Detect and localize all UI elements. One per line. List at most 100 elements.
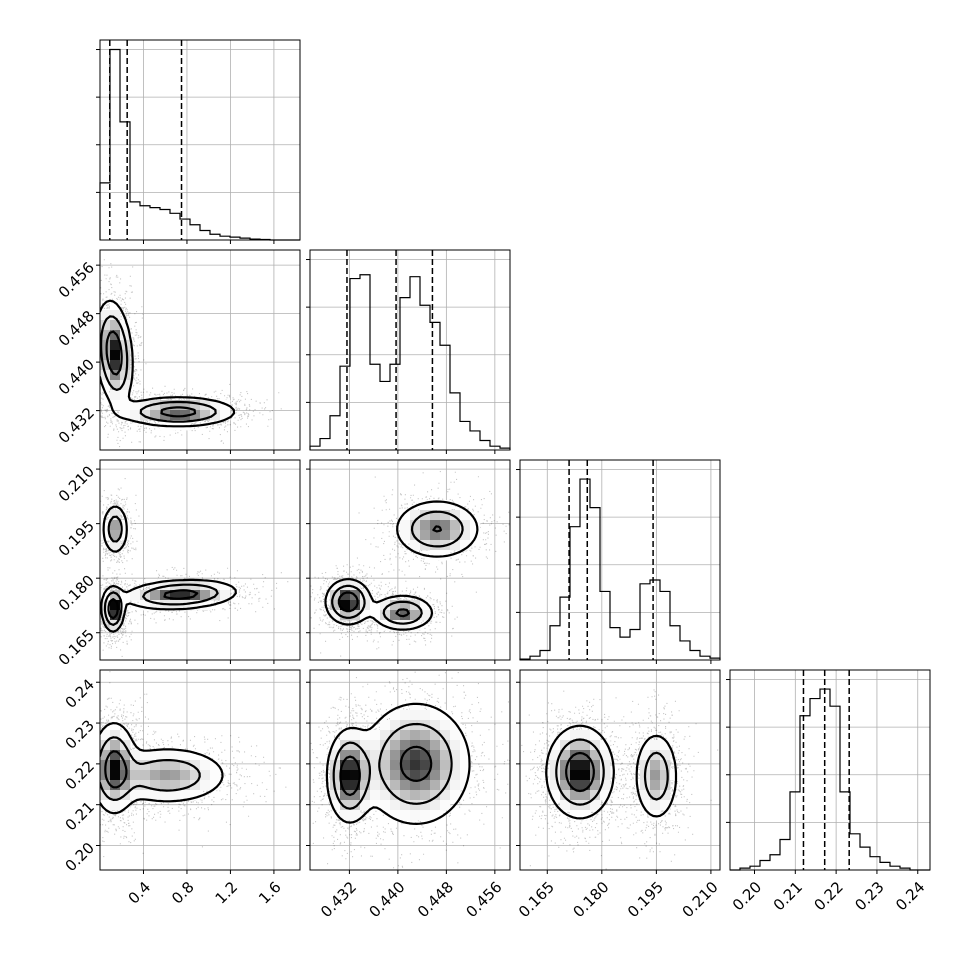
density-cell — [120, 390, 131, 401]
frame-layer — [96, 39, 931, 874]
density-cell — [430, 710, 441, 721]
density-cell — [420, 770, 431, 781]
density-cell — [350, 730, 361, 741]
y-tick-label: 0.23 — [62, 716, 98, 752]
density-cell — [130, 750, 141, 761]
contour-line — [107, 589, 199, 620]
density-cell — [170, 790, 181, 801]
density-cell — [100, 340, 111, 351]
density-cell — [440, 730, 451, 741]
density-cell — [170, 590, 181, 601]
histogram-panel-frame — [309, 249, 511, 451]
density-cell — [160, 400, 171, 411]
density-panel — [310, 471, 510, 657]
density-cell — [180, 750, 191, 761]
density-cell — [370, 750, 381, 761]
density-cell — [420, 810, 431, 821]
density-cell — [430, 720, 441, 731]
density-cell — [100, 780, 111, 791]
y-tick-label: 0.440 — [55, 355, 98, 398]
density-cell — [210, 580, 221, 591]
density-cell — [110, 620, 121, 631]
density-cell — [450, 540, 461, 551]
density-cell — [420, 800, 431, 811]
density-cell — [350, 740, 361, 751]
density-cell — [420, 790, 431, 801]
x-tick-label: 0.440 — [366, 878, 409, 921]
density-cell — [330, 770, 341, 781]
density-cell — [110, 730, 121, 741]
density-cell — [440, 710, 451, 721]
density-cell — [190, 400, 201, 411]
density-cell — [400, 600, 411, 611]
contour-line — [100, 722, 224, 815]
density-cell — [650, 800, 661, 811]
density-cell — [180, 780, 191, 791]
density-cell — [140, 780, 151, 791]
density-cell — [150, 760, 161, 771]
density-cell — [460, 760, 471, 771]
scatter-panel-frame — [309, 669, 511, 871]
density-cell — [120, 400, 131, 411]
density-cell — [190, 770, 201, 781]
density-cell — [100, 520, 111, 531]
density-cell — [420, 780, 431, 791]
x-tick-label: 0.23 — [851, 878, 887, 914]
density-cell — [390, 760, 401, 771]
density-cell — [650, 790, 661, 801]
density-cell — [120, 800, 131, 811]
density-cell — [340, 600, 351, 611]
histogram-panel-frame — [729, 669, 931, 871]
histogram-step — [519, 478, 721, 660]
density-cell — [110, 590, 121, 601]
density-cell — [450, 760, 461, 771]
density-cell — [330, 740, 341, 751]
density-cell — [180, 400, 191, 411]
density-cell — [120, 360, 131, 371]
density-cell — [400, 760, 411, 771]
density-cell — [110, 400, 121, 411]
density-cell — [390, 740, 401, 751]
density-cell — [660, 750, 671, 761]
contour-line — [339, 745, 433, 797]
density-cell — [140, 600, 151, 611]
density-cell — [160, 750, 171, 761]
density-cell — [390, 720, 401, 731]
density-cell — [460, 750, 471, 761]
contour-line — [104, 750, 128, 789]
density-cell — [660, 790, 671, 801]
y-tick-label: 0.195 — [55, 517, 98, 560]
grid-layer — [100, 40, 930, 870]
contour-line — [324, 500, 479, 631]
x-tick-label: 0.24 — [892, 878, 928, 914]
density-cell — [460, 540, 471, 551]
histogram-panel-frame — [519, 459, 721, 661]
contour-line — [100, 315, 217, 423]
density-cell — [400, 510, 411, 521]
density-cell — [570, 760, 581, 771]
density-cell — [100, 360, 111, 371]
density-cell — [550, 780, 561, 791]
density-cell — [110, 390, 121, 401]
x-tick-label: 0.22 — [811, 878, 847, 914]
x-tick-label: 0.432 — [317, 878, 360, 921]
density-cell — [430, 510, 441, 521]
density-cell — [640, 740, 651, 751]
density-cell — [120, 590, 131, 601]
density-cell — [150, 580, 161, 591]
x-tick-label: 0.4 — [125, 878, 155, 908]
density-cell — [130, 760, 141, 771]
density-cell — [590, 760, 601, 771]
density-cell — [450, 780, 461, 791]
density-cell — [100, 730, 111, 741]
density-cell — [390, 600, 401, 611]
density-cell — [120, 350, 131, 361]
density-cell — [410, 510, 421, 521]
density-cell — [110, 720, 121, 731]
density-cell — [180, 790, 191, 801]
density-cell — [440, 510, 451, 521]
density-cell — [370, 780, 381, 791]
density-cell — [190, 600, 201, 611]
density-cell — [660, 770, 671, 781]
density-cell — [370, 610, 381, 621]
